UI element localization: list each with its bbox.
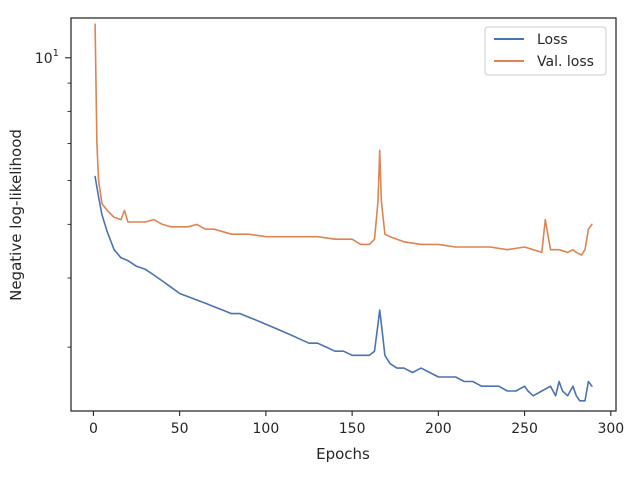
y-axis: 101	[35, 48, 71, 348]
legend-label-val-loss: Val. loss	[537, 54, 594, 70]
x-tick-label: 200	[425, 421, 452, 437]
series-line-loss	[94, 175, 593, 402]
y-tick-label: 101	[35, 48, 59, 67]
x-tick-label: 150	[339, 421, 366, 437]
x-tick-label: 0	[89, 421, 98, 437]
plot-area	[94, 23, 593, 402]
x-axis: 0 50 100 150 200 250 300	[89, 411, 624, 437]
x-axis-label: Epochs	[316, 445, 370, 463]
legend-label-loss: Loss	[537, 32, 568, 48]
x-tick-label: 50	[171, 421, 189, 437]
x-tick-label: 250	[511, 421, 538, 437]
series-line-val-loss	[94, 23, 593, 256]
x-tick-label: 300	[597, 421, 624, 437]
plot-frame	[70, 17, 617, 412]
legend: Loss Val. loss	[484, 26, 607, 76]
y-axis-label: Negative log-likelihood	[7, 129, 25, 301]
x-tick-label: 100	[253, 421, 280, 437]
